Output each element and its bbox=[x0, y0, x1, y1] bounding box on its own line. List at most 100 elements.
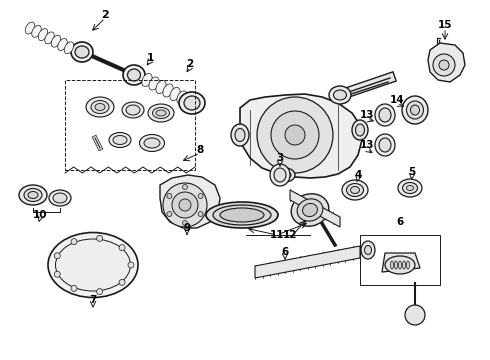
Circle shape bbox=[179, 199, 191, 211]
Ellipse shape bbox=[148, 104, 174, 122]
Text: 14: 14 bbox=[390, 95, 404, 105]
Ellipse shape bbox=[398, 261, 401, 269]
Ellipse shape bbox=[213, 205, 271, 225]
Circle shape bbox=[97, 235, 102, 242]
Ellipse shape bbox=[58, 39, 67, 50]
Ellipse shape bbox=[407, 261, 410, 269]
Text: 1: 1 bbox=[147, 53, 154, 63]
Text: 2: 2 bbox=[186, 59, 194, 69]
Ellipse shape bbox=[19, 185, 47, 205]
Ellipse shape bbox=[394, 261, 397, 269]
Ellipse shape bbox=[152, 108, 170, 118]
Ellipse shape bbox=[25, 22, 35, 34]
Text: 4: 4 bbox=[354, 170, 362, 180]
Polygon shape bbox=[428, 43, 465, 82]
Ellipse shape bbox=[411, 105, 419, 115]
Ellipse shape bbox=[361, 241, 375, 259]
Ellipse shape bbox=[55, 239, 130, 291]
Text: 8: 8 bbox=[196, 145, 204, 155]
Text: 11: 11 bbox=[270, 230, 284, 240]
Circle shape bbox=[257, 97, 333, 173]
Text: 2: 2 bbox=[101, 10, 109, 20]
Ellipse shape bbox=[334, 90, 346, 100]
Text: 13: 13 bbox=[360, 140, 374, 150]
Ellipse shape bbox=[279, 171, 291, 179]
Ellipse shape bbox=[144, 138, 160, 148]
Ellipse shape bbox=[156, 110, 166, 116]
Ellipse shape bbox=[122, 102, 144, 118]
Ellipse shape bbox=[28, 192, 38, 198]
Text: 15: 15 bbox=[438, 20, 452, 30]
Ellipse shape bbox=[274, 168, 286, 182]
Circle shape bbox=[71, 239, 77, 244]
Ellipse shape bbox=[179, 92, 205, 114]
Ellipse shape bbox=[126, 105, 140, 115]
Ellipse shape bbox=[235, 129, 245, 141]
Ellipse shape bbox=[398, 179, 422, 197]
Ellipse shape bbox=[206, 202, 278, 228]
Ellipse shape bbox=[402, 96, 428, 124]
Circle shape bbox=[128, 262, 134, 268]
Text: 6: 6 bbox=[396, 217, 404, 227]
Circle shape bbox=[172, 192, 198, 218]
Text: 6: 6 bbox=[281, 247, 289, 257]
Circle shape bbox=[198, 212, 203, 216]
Ellipse shape bbox=[38, 29, 48, 41]
Circle shape bbox=[182, 185, 188, 189]
Circle shape bbox=[119, 279, 125, 285]
Polygon shape bbox=[255, 246, 360, 278]
Ellipse shape bbox=[291, 194, 329, 226]
Ellipse shape bbox=[302, 203, 318, 217]
Ellipse shape bbox=[297, 199, 323, 221]
Ellipse shape bbox=[49, 190, 71, 206]
Circle shape bbox=[163, 183, 207, 227]
Ellipse shape bbox=[356, 124, 365, 136]
Ellipse shape bbox=[379, 138, 391, 152]
Ellipse shape bbox=[32, 25, 41, 37]
Ellipse shape bbox=[123, 65, 145, 85]
Ellipse shape bbox=[113, 135, 127, 144]
Text: 3: 3 bbox=[276, 153, 284, 163]
Ellipse shape bbox=[275, 168, 295, 182]
Ellipse shape bbox=[170, 87, 180, 100]
Circle shape bbox=[433, 54, 455, 76]
Text: 5: 5 bbox=[408, 167, 416, 177]
Ellipse shape bbox=[375, 134, 395, 156]
Bar bbox=[360, 235, 440, 285]
Ellipse shape bbox=[220, 208, 264, 222]
Ellipse shape bbox=[75, 46, 89, 58]
Text: 13: 13 bbox=[360, 110, 374, 120]
Ellipse shape bbox=[346, 184, 364, 197]
Ellipse shape bbox=[45, 32, 54, 44]
Ellipse shape bbox=[391, 261, 393, 269]
Bar bbox=[65, 80, 195, 170]
Circle shape bbox=[54, 271, 60, 277]
Circle shape bbox=[167, 212, 172, 216]
Ellipse shape bbox=[375, 104, 395, 126]
Circle shape bbox=[71, 285, 77, 291]
Circle shape bbox=[285, 125, 305, 145]
Ellipse shape bbox=[402, 183, 417, 194]
Ellipse shape bbox=[142, 73, 152, 86]
Ellipse shape bbox=[156, 80, 166, 94]
Ellipse shape bbox=[365, 246, 371, 255]
Polygon shape bbox=[240, 94, 362, 178]
Ellipse shape bbox=[379, 108, 391, 122]
Circle shape bbox=[405, 305, 425, 325]
Ellipse shape bbox=[407, 185, 414, 190]
Text: 10: 10 bbox=[33, 210, 47, 220]
Polygon shape bbox=[290, 190, 340, 227]
Ellipse shape bbox=[71, 42, 93, 62]
Ellipse shape bbox=[402, 261, 406, 269]
Ellipse shape bbox=[177, 91, 187, 104]
Text: 7: 7 bbox=[89, 295, 97, 305]
Ellipse shape bbox=[48, 233, 138, 297]
Ellipse shape bbox=[127, 69, 141, 81]
Ellipse shape bbox=[51, 35, 61, 47]
Ellipse shape bbox=[24, 189, 42, 202]
Circle shape bbox=[439, 60, 449, 70]
Ellipse shape bbox=[352, 120, 368, 140]
Ellipse shape bbox=[270, 164, 290, 186]
Ellipse shape bbox=[385, 256, 415, 274]
Ellipse shape bbox=[149, 77, 159, 90]
